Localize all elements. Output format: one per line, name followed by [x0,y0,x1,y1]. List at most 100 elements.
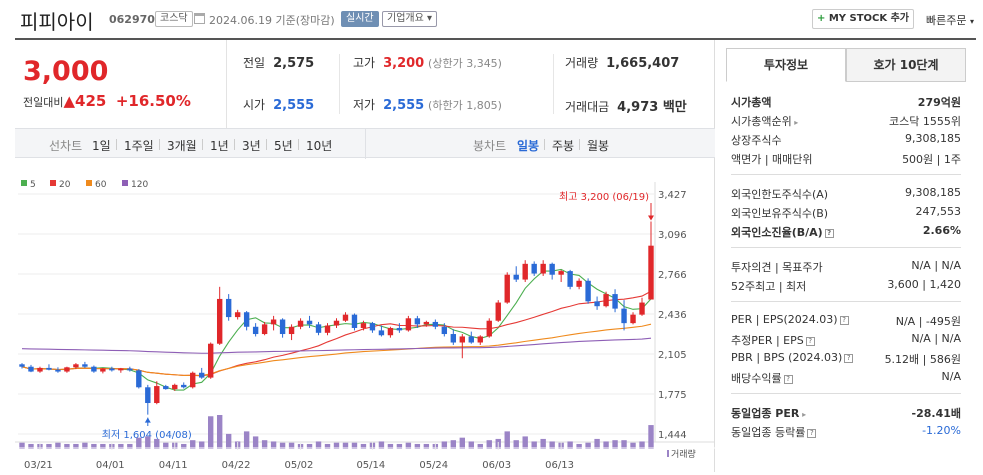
volume-bar [567,441,573,449]
volume-bar [270,441,277,449]
price-stats: 전일 2,575 고가 3,200 (상한가 3,345) 거래량 1,665,407… [227,40,715,128]
y-tick-label: 1,444 [658,430,687,441]
chevron-right-icon[interactable]: ▸ [799,410,807,419]
y-tick-label: 2,766 [658,270,687,281]
tab-orderbook[interactable]: 호가 10단계 [846,48,966,82]
my-stock-add-button[interactable]: + MY STOCK 추가 [812,9,914,29]
ma-120-line [21,337,652,354]
ma-60-line [21,323,652,376]
candle-body [270,319,277,325]
candle-body [396,327,403,331]
candle-body [288,326,295,335]
info-label: 추정PER | EPS? [731,332,815,348]
candle-body [46,367,52,370]
tab-invest-info[interactable]: 투자정보 [726,48,846,82]
candle-weekly[interactable]: 주봉 [552,139,575,153]
info-value: N/A [941,370,961,383]
candle-body [37,367,43,372]
info-value: N/A | -495원 [895,315,961,328]
volume-bar [648,425,654,449]
candle-body [540,263,546,274]
info-value: -1.20% [922,424,961,437]
candle-body [118,368,124,371]
candle-body [208,343,214,378]
candle-body [225,298,232,318]
candle-body [468,336,474,343]
stock-chart[interactable]: 3,427 3,096 2,766 2,436 2,105 1,775 1,444 5 20 60… [15,158,715,472]
x-tick-label: 05/14 [356,460,385,471]
info-tabs: 투자정보 호가 10단계 [726,48,966,82]
volume-bar [73,443,79,449]
candle-daily[interactable]: 일봉 [517,139,540,153]
volume-bar [612,440,618,449]
volume-bar [118,443,124,449]
candle-body [387,327,394,336]
stock-name: 피피아이 [20,10,94,34]
period-5y[interactable]: 5년 [274,139,293,153]
candle-body [621,308,627,324]
candle-body [459,336,465,343]
candle-body [172,384,178,390]
candle-body [324,325,331,333]
legend-swatch [50,180,56,186]
chevron-down-icon: ▾ [427,13,433,24]
volume-bar [127,443,133,449]
volume-bar [621,440,627,449]
info-label: 외국인소진율(B/A)? [731,224,834,240]
volume-bar [136,437,142,449]
period-1d[interactable]: 1일 [92,139,111,153]
info-value: 247,553 [915,205,962,218]
plus-icon: + [816,13,826,24]
candle-body [127,368,133,371]
legend-label: 20 [59,180,71,190]
realtime-button[interactable]: 실시간 [341,11,379,27]
candle-monthly[interactable]: 월봉 [587,139,610,153]
volume-bar [190,440,196,449]
volume-bar [28,443,34,449]
company-info-button[interactable]: 기업개요 ▾ [382,11,438,27]
candle-body [648,245,654,300]
volume-bar [450,440,457,449]
x-tick-label: 04/22 [222,460,251,471]
period-10y[interactable]: 10년 [306,139,333,153]
info-value: 3,600 | 1,420 [887,278,961,291]
chevron-right-icon[interactable]: ▸ [791,118,799,127]
period-3m[interactable]: 3개월 [167,139,197,153]
help-icon[interactable]: ? [844,354,854,363]
period-3y[interactable]: 3년 [242,139,261,153]
info-row: 동일업종 등락률? -1.20% [731,424,961,442]
stock-code: 062970 [109,13,155,26]
price-box: 3,000 전일대비▲425 +16.50% [15,40,227,128]
volume-bar [603,441,609,449]
y-tick-label: 3,427 [658,190,687,201]
info-row: 동일업종 PER ▸ -28.41배 [731,405,961,423]
volume-bar [252,436,259,449]
info-row: 상장주식수 9,308,185 [731,132,961,150]
volume-bar [55,442,61,449]
help-icon[interactable]: ? [783,375,793,384]
period-1y[interactable]: 1년 [210,139,229,153]
x-tick-label: 06/03 [482,460,511,471]
candle-body [315,324,322,333]
period-separator [266,139,267,150]
header-divider [15,38,976,40]
candle-body [522,263,528,280]
volume-bar [459,437,465,449]
help-icon[interactable]: ? [805,337,815,346]
info-value: -28.41배 [911,407,961,420]
quick-order-button[interactable]: 빠른주문 ▾ [926,14,974,27]
info-row: PER | EPS(2024.03)? N/A | -495원 [731,313,961,331]
legend-swatch [122,180,128,186]
volume-bar [540,438,546,449]
candle-body [630,314,636,324]
help-icon[interactable]: ? [839,316,849,325]
help-icon[interactable]: ? [824,229,834,238]
help-icon[interactable]: ? [807,429,817,438]
volume-bar [216,415,223,449]
period-1w[interactable]: 1주일 [124,139,154,153]
info-label: 외국인보유주식수(B) [731,207,829,220]
info-row: 외국인소진율(B/A)? 2.66% [731,224,961,242]
info-value: N/A | N/A [911,332,961,345]
info-label: 상장주식수 [731,134,782,147]
volume-bar [181,443,187,449]
